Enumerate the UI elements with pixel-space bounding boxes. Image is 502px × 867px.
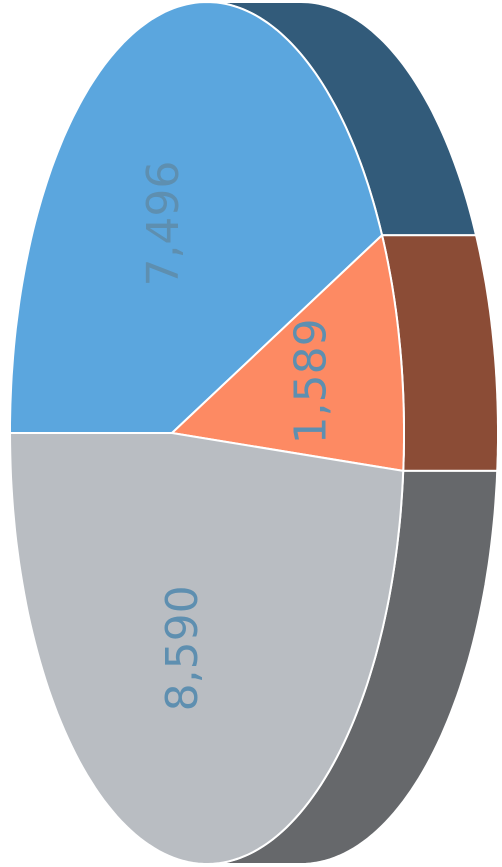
data-label: 1,589: [285, 318, 336, 444]
pie-slice: [169, 233, 405, 473]
pie-slice: [9, 0, 384, 434]
pie-slice: [8, 432, 405, 866]
data-label: 8,590: [157, 585, 208, 711]
data-label: 7,496: [138, 161, 189, 287]
